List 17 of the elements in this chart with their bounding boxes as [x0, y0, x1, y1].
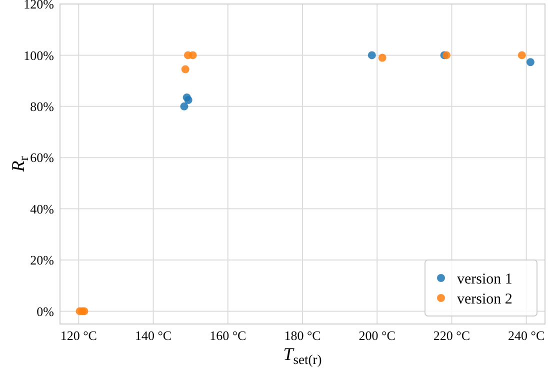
y-tick-label: 100% — [24, 48, 54, 63]
x-tick-label: 220 °C — [433, 328, 470, 343]
x-tick-label: 200 °C — [358, 328, 396, 343]
y-tick-label: 20% — [30, 252, 54, 268]
x-tick-label: 120 °C — [60, 328, 97, 343]
legend-label: version 2 — [457, 291, 512, 308]
y-tick-label: 40% — [30, 201, 54, 216]
x-tick-label: 180 °C — [284, 328, 321, 343]
x-tick-label: 140 °C — [134, 328, 172, 343]
y-tick-label: 60% — [30, 150, 54, 166]
y-tick-label: 80% — [30, 98, 54, 114]
y-tick-label: 0% — [36, 304, 54, 319]
x-axis-title: T$_{set(r)}$ — [283, 344, 322, 366]
x-tick-label: 160 °C — [210, 328, 246, 343]
y-tick-label: 120% — [24, 0, 54, 12]
legend-label: version 1 — [457, 271, 512, 288]
x-tick-label: 240 °C — [508, 328, 545, 343]
